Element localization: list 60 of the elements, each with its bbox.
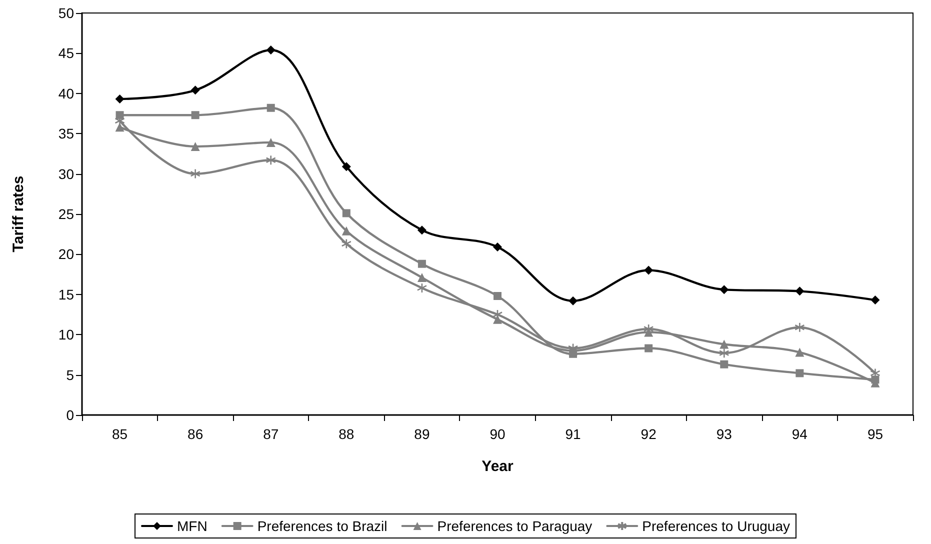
point (190, 142, 200, 151)
point (191, 111, 200, 120)
point (266, 154, 276, 166)
point (720, 360, 728, 368)
y-tick-label: 15 (58, 286, 74, 302)
point (342, 209, 350, 218)
x-tick-label: 94 (792, 426, 808, 442)
y-tick-label: 10 (58, 326, 74, 343)
point (266, 45, 276, 54)
legend-label: Preferences to Paraguay (437, 518, 592, 534)
point (416, 282, 428, 294)
y-tick-label: 50 (58, 5, 74, 21)
point (417, 273, 426, 282)
point (341, 238, 352, 249)
point (493, 242, 502, 252)
legend-label: MFN (177, 518, 208, 534)
point (720, 340, 729, 349)
point (190, 168, 200, 179)
x-tick-label: 89 (414, 426, 430, 442)
point (718, 348, 730, 358)
x-tick-label: 91 (565, 426, 582, 442)
x-tick-label: 92 (640, 426, 657, 442)
x-axis-title: Year (482, 458, 514, 475)
y-tick-label: 35 (58, 126, 74, 142)
y-tick-label: 40 (58, 85, 74, 102)
point (794, 322, 805, 333)
x-tick-label: 95 (867, 426, 884, 442)
x-tick-label: 90 (490, 426, 506, 442)
point (115, 122, 124, 132)
point (644, 344, 653, 352)
point (190, 86, 200, 95)
point (795, 286, 804, 296)
y-tick-label: 0 (66, 407, 74, 423)
legend-label: Preferences to Brazil (257, 518, 388, 534)
point (870, 296, 880, 305)
point (342, 162, 351, 172)
point (494, 292, 502, 300)
point (644, 266, 654, 275)
y-tick-label: 20 (58, 246, 74, 262)
point (342, 226, 351, 236)
x-tick-label: 93 (716, 426, 732, 442)
point (720, 285, 729, 294)
y-tick-label: 45 (58, 45, 74, 62)
y-tick-label: 25 (58, 206, 74, 222)
point (266, 104, 275, 112)
point (796, 369, 804, 378)
point (795, 348, 804, 357)
y-tick-label: 5 (66, 366, 74, 383)
legend-label: Preferences to Uruguay (642, 518, 790, 534)
x-tick-label: 88 (338, 426, 354, 442)
point (568, 296, 578, 306)
x-tick-label: 87 (263, 426, 279, 442)
y-axis-title: Tariff rates (10, 176, 27, 252)
y-tick-label: 30 (58, 166, 74, 182)
point (417, 226, 426, 235)
point (418, 260, 426, 268)
x-tick-label: 85 (112, 426, 128, 442)
point (266, 138, 276, 147)
x-tick-label: 86 (188, 426, 204, 442)
point (115, 94, 124, 104)
